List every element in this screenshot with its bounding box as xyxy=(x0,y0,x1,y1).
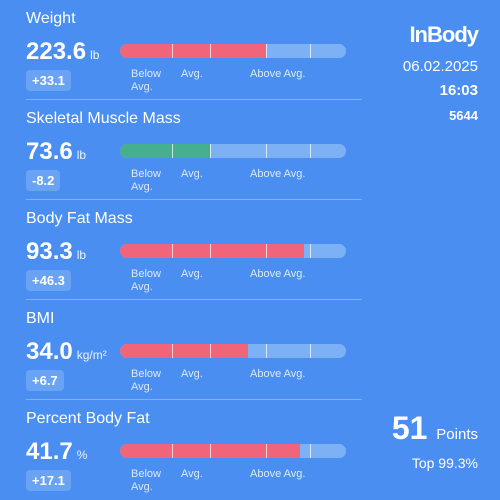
range-bar xyxy=(120,444,346,458)
range-tick xyxy=(266,44,267,58)
metric-value: 34.0 kg/m² xyxy=(26,338,107,366)
scale-label: Below Avg. xyxy=(131,68,161,93)
metric-label: Percent Body Fat xyxy=(26,410,150,427)
metric-label: Weight xyxy=(26,10,76,27)
scale-label: Avg. xyxy=(181,368,203,380)
range-tick xyxy=(210,344,211,358)
change-badge: -8.2 xyxy=(26,170,61,191)
metric-value: 73.6 lb xyxy=(26,138,86,166)
range-tick xyxy=(266,444,267,458)
range-tick xyxy=(310,344,311,358)
scale-label: Avg. xyxy=(181,68,203,80)
range-tick xyxy=(172,444,173,458)
range-tick xyxy=(172,244,173,258)
date: 06.02.2025 xyxy=(402,58,478,75)
scale-label: Avg. xyxy=(181,168,203,180)
metric-row: Skeletal Muscle Mass 73.6 lb -8.2 Below Avg.… xyxy=(0,100,500,200)
scale-label: Avg. xyxy=(181,268,203,280)
scale-label: Below Avg. xyxy=(131,368,161,393)
scale-label: Below Avg. xyxy=(131,168,161,193)
scale-label: Above Avg. xyxy=(250,468,306,480)
range-fill xyxy=(120,44,266,58)
logo: InBody xyxy=(409,22,479,47)
metric-label: Skeletal Muscle Mass xyxy=(26,110,181,127)
value-unit: % xyxy=(76,448,88,462)
score: 51 Points xyxy=(392,410,478,447)
range-tick xyxy=(310,244,311,258)
range-tick xyxy=(310,144,311,158)
id: 5644 xyxy=(449,108,478,123)
scale-label: Above Avg. xyxy=(250,268,306,280)
value-unit: lb xyxy=(76,248,87,262)
change-badge: +17.1 xyxy=(26,470,71,491)
score-unit: Points xyxy=(436,426,478,443)
range-fill xyxy=(120,144,210,158)
separator xyxy=(26,199,362,200)
metric-value: 223.6 lb xyxy=(26,38,99,66)
range-tick xyxy=(266,144,267,158)
range-bar xyxy=(120,44,346,58)
value-unit: kg/m² xyxy=(76,348,107,362)
range-tick xyxy=(210,444,211,458)
range-tick xyxy=(172,144,173,158)
value-unit: lb xyxy=(90,48,100,62)
metric-value: 41.7% xyxy=(26,438,87,466)
range-fill xyxy=(120,244,304,258)
range-fill xyxy=(120,344,248,358)
metric-value: 93.3 lb xyxy=(26,238,86,266)
separator xyxy=(26,399,362,400)
range-tick xyxy=(310,444,311,458)
range-tick xyxy=(266,344,267,358)
change-badge: +6.7 xyxy=(26,370,64,391)
metric-label: Body Fat Mass xyxy=(26,210,133,227)
change-badge: +33.1 xyxy=(26,70,71,91)
metric-row: Percent Body Fat 41.7% +17.1 Below Avg. Avg.… xyxy=(0,400,500,500)
range-tick xyxy=(266,244,267,258)
score-rank: Top 99.3% xyxy=(411,455,478,471)
value-number: 34.0 xyxy=(26,338,73,365)
value-unit: lb xyxy=(76,148,87,162)
metric-label: BMI xyxy=(26,310,55,327)
metric-row: Weight 223.6 lb +33.1 Below Avg. Avg. Above Av… xyxy=(0,0,500,100)
scale-label: Below Avg. xyxy=(131,468,161,493)
range-tick xyxy=(210,144,211,158)
range-bar xyxy=(120,344,346,358)
range-bar xyxy=(120,244,346,258)
scale-label: Above Avg. xyxy=(250,168,306,180)
value-number: 73.6 xyxy=(26,138,73,165)
metric-row: Body Fat Mass 93.3 lb +46.3 Below Avg. Avg. Ab… xyxy=(0,200,500,300)
range-tick xyxy=(172,44,173,58)
separator xyxy=(26,299,362,300)
value-number: 223.6 xyxy=(26,38,87,65)
range-tick xyxy=(310,44,311,58)
range-tick xyxy=(172,344,173,358)
scale-label: Below Avg. xyxy=(131,268,161,293)
range-tick xyxy=(210,44,211,58)
score-value: 51 xyxy=(391,410,428,446)
scale-label: Above Avg. xyxy=(250,368,306,380)
change-badge: +46.3 xyxy=(26,270,71,291)
metric-row: BMI 34.0 kg/m² +6.7 Below Avg. Avg. Above Avg. xyxy=(0,300,500,400)
time: 16:03 xyxy=(439,82,478,99)
value-number: 41.7 xyxy=(26,438,73,465)
scale-label: Avg. xyxy=(181,468,203,480)
range-tick xyxy=(210,244,211,258)
range-bar xyxy=(120,144,346,158)
scale-label: Above Avg. xyxy=(250,68,306,80)
value-number: 93.3 xyxy=(26,238,73,265)
separator xyxy=(26,99,362,100)
